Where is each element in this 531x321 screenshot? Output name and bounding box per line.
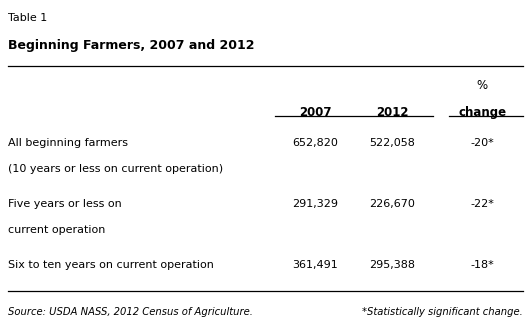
Text: 291,329: 291,329 bbox=[292, 199, 338, 209]
Text: *Statistically significant change.: *Statistically significant change. bbox=[362, 307, 523, 317]
Text: All beginning farmers: All beginning farmers bbox=[8, 138, 128, 148]
Text: 652,820: 652,820 bbox=[292, 138, 338, 148]
Text: 2012: 2012 bbox=[375, 106, 408, 119]
Text: 361,491: 361,491 bbox=[292, 260, 338, 270]
Text: 2007: 2007 bbox=[298, 106, 331, 119]
Text: -18*: -18* bbox=[470, 260, 494, 270]
Text: Six to ten years on current operation: Six to ten years on current operation bbox=[8, 260, 214, 270]
Text: 295,388: 295,388 bbox=[369, 260, 415, 270]
Text: (10 years or less on current operation): (10 years or less on current operation) bbox=[8, 164, 223, 174]
Text: Source: USDA NASS, 2012 Census of Agriculture.: Source: USDA NASS, 2012 Census of Agricu… bbox=[8, 307, 253, 317]
Text: %: % bbox=[477, 79, 487, 91]
Text: -20*: -20* bbox=[470, 138, 494, 148]
Text: change: change bbox=[458, 106, 506, 119]
Text: current operation: current operation bbox=[8, 225, 105, 235]
Text: Five years or less on: Five years or less on bbox=[8, 199, 122, 209]
Text: 522,058: 522,058 bbox=[369, 138, 415, 148]
Text: Table 1: Table 1 bbox=[8, 13, 47, 23]
Text: Beginning Farmers, 2007 and 2012: Beginning Farmers, 2007 and 2012 bbox=[8, 39, 254, 51]
Text: 226,670: 226,670 bbox=[369, 199, 415, 209]
Text: -22*: -22* bbox=[470, 199, 494, 209]
